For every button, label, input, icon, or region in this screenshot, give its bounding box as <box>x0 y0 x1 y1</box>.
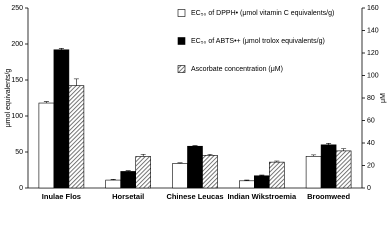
error-bar <box>274 160 280 163</box>
y-tick-label: 250 <box>11 5 23 12</box>
x-tick-label: Inulae Flos <box>42 192 81 201</box>
bar <box>172 163 188 189</box>
error-bar <box>341 148 347 151</box>
bar <box>305 156 322 189</box>
bar <box>135 156 151 189</box>
error-bar <box>177 162 183 164</box>
error-bar <box>192 145 198 147</box>
legend-label: EC₅₀ of ABTS•+ (μmol trolox equivalents/… <box>191 38 325 45</box>
legend-swatch <box>177 65 186 73</box>
error-bar <box>43 101 49 104</box>
legend-swatch <box>177 37 186 45</box>
chart: μmol equivalents/g μM 0 50 100 150 200 250 0 20… <box>5 5 387 201</box>
y-tick-label: 100 <box>11 113 23 120</box>
y2-tick-label: 120 <box>367 50 379 57</box>
y2-tick-label: 160 <box>367 5 379 12</box>
error-bar <box>125 170 131 172</box>
y2-tick-label: 40 <box>367 140 375 147</box>
bar <box>120 171 136 189</box>
legend-label: EC₅₀ of DPPH• (μmol vitamin C equivalent… <box>191 10 334 17</box>
y-tick-label: 150 <box>11 77 23 84</box>
y-axis-label: μmol equivalents/g <box>5 69 12 128</box>
legend-label: Ascorbate concentration (μM) <box>191 66 283 73</box>
y2-tick-label: 80 <box>367 95 375 102</box>
x-tick-label: Broomweed <box>307 192 350 201</box>
x-tick-label: Indian Wikstroemia <box>227 192 297 201</box>
error-bar <box>244 179 250 181</box>
bar <box>105 179 121 189</box>
error-bar <box>58 48 64 50</box>
error-bar <box>73 78 79 86</box>
bar <box>68 85 85 189</box>
legend-swatch <box>177 9 186 17</box>
y-tick-label: 0 <box>19 185 23 192</box>
x-tick-label: Horsetail <box>112 192 144 201</box>
y-tick-label: 50 <box>15 149 23 156</box>
bar <box>320 144 337 189</box>
y2-tick-label: 60 <box>367 117 375 124</box>
y2-tick-label: 100 <box>367 72 379 79</box>
error-bar <box>110 179 116 181</box>
bar <box>268 161 285 189</box>
bar <box>202 155 218 189</box>
bar <box>187 145 203 189</box>
bar <box>38 102 55 189</box>
error-bar <box>326 143 332 145</box>
y2-tick-label: 20 <box>367 162 375 169</box>
error-bar <box>207 153 213 156</box>
bar <box>335 150 352 189</box>
y2-tick-label: 140 <box>367 27 379 34</box>
y2-tick-label: 0 <box>367 185 371 192</box>
y-tick-label: 200 <box>11 41 23 48</box>
bar <box>239 180 255 189</box>
y2-axis-label: μM <box>380 93 387 103</box>
x-tick-label: Chinese Leucas <box>166 192 223 201</box>
error-bar <box>311 154 317 157</box>
error-bar <box>140 153 146 157</box>
error-bar <box>259 174 265 176</box>
page: {"chart_data": {"type": "bar", "ylabel":… <box>4 4 387 201</box>
bar <box>53 49 70 189</box>
bar <box>254 175 270 189</box>
